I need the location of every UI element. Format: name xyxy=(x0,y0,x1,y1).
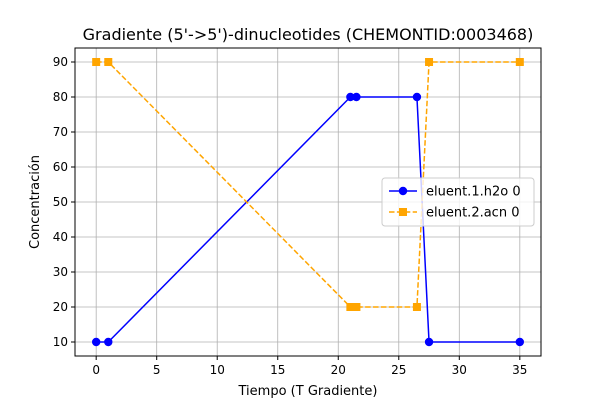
x-tick-label: 20 xyxy=(331,363,346,377)
y-tick-label: 80 xyxy=(53,90,68,104)
data-point xyxy=(352,92,361,102)
chart-title: Gradiente (5'->5')-dinucleotides (CHEMON… xyxy=(83,25,534,44)
data-point xyxy=(412,303,421,311)
x-tick-label: 25 xyxy=(391,363,406,377)
data-point xyxy=(346,303,355,311)
y-tick-label: 40 xyxy=(53,230,68,244)
data-point xyxy=(91,337,101,347)
x-tick-label: 10 xyxy=(210,363,225,377)
data-point xyxy=(515,58,524,66)
data-point xyxy=(92,58,101,66)
x-axis-label: Tiempo (T Gradiente) xyxy=(238,384,378,399)
series-layer xyxy=(91,58,525,347)
y-tick-label: 50 xyxy=(53,195,68,209)
y-tick-label: 60 xyxy=(53,160,68,174)
legend-label: eluent.1.h2o 0 xyxy=(426,185,521,200)
data-point xyxy=(412,92,422,102)
legend-marker xyxy=(398,186,408,196)
legend-entry: eluent.2.acn 0 xyxy=(389,206,519,221)
y-tick-label: 30 xyxy=(53,265,68,279)
legend-box xyxy=(381,177,535,227)
data-point xyxy=(425,58,434,66)
series-2 xyxy=(92,58,524,311)
x-tick-label: 35 xyxy=(512,363,527,377)
y-axis-label: Concentración xyxy=(28,155,43,249)
grid xyxy=(75,48,541,356)
legend-marker xyxy=(399,208,407,216)
data-point xyxy=(104,337,113,347)
data-point xyxy=(424,337,434,347)
x-tick-label: 30 xyxy=(452,363,467,377)
data-point xyxy=(104,58,113,66)
y-tick-label: 90 xyxy=(53,55,68,69)
data-point xyxy=(346,92,355,102)
legend: eluent.1.h2o 0 eluent.2.acn 0 xyxy=(381,177,535,227)
data-point xyxy=(515,337,525,347)
series-1 xyxy=(91,92,525,347)
ticks: 0 5 10 15 20 25 30 35 10 20 30 40 50 60 70 80 90 xyxy=(53,55,528,377)
y-tick-label: 10 xyxy=(53,335,68,349)
y-tick-label: 70 xyxy=(53,125,68,139)
x-tick-label: 0 xyxy=(92,363,100,377)
x-tick-label: 15 xyxy=(270,363,285,377)
x-tick-label: 5 xyxy=(153,363,161,377)
y-tick-label: 20 xyxy=(53,300,68,314)
legend-label: eluent.2.acn 0 xyxy=(426,206,519,221)
legend-entry: eluent.1.h2o 0 xyxy=(389,185,521,200)
data-point xyxy=(352,303,361,311)
